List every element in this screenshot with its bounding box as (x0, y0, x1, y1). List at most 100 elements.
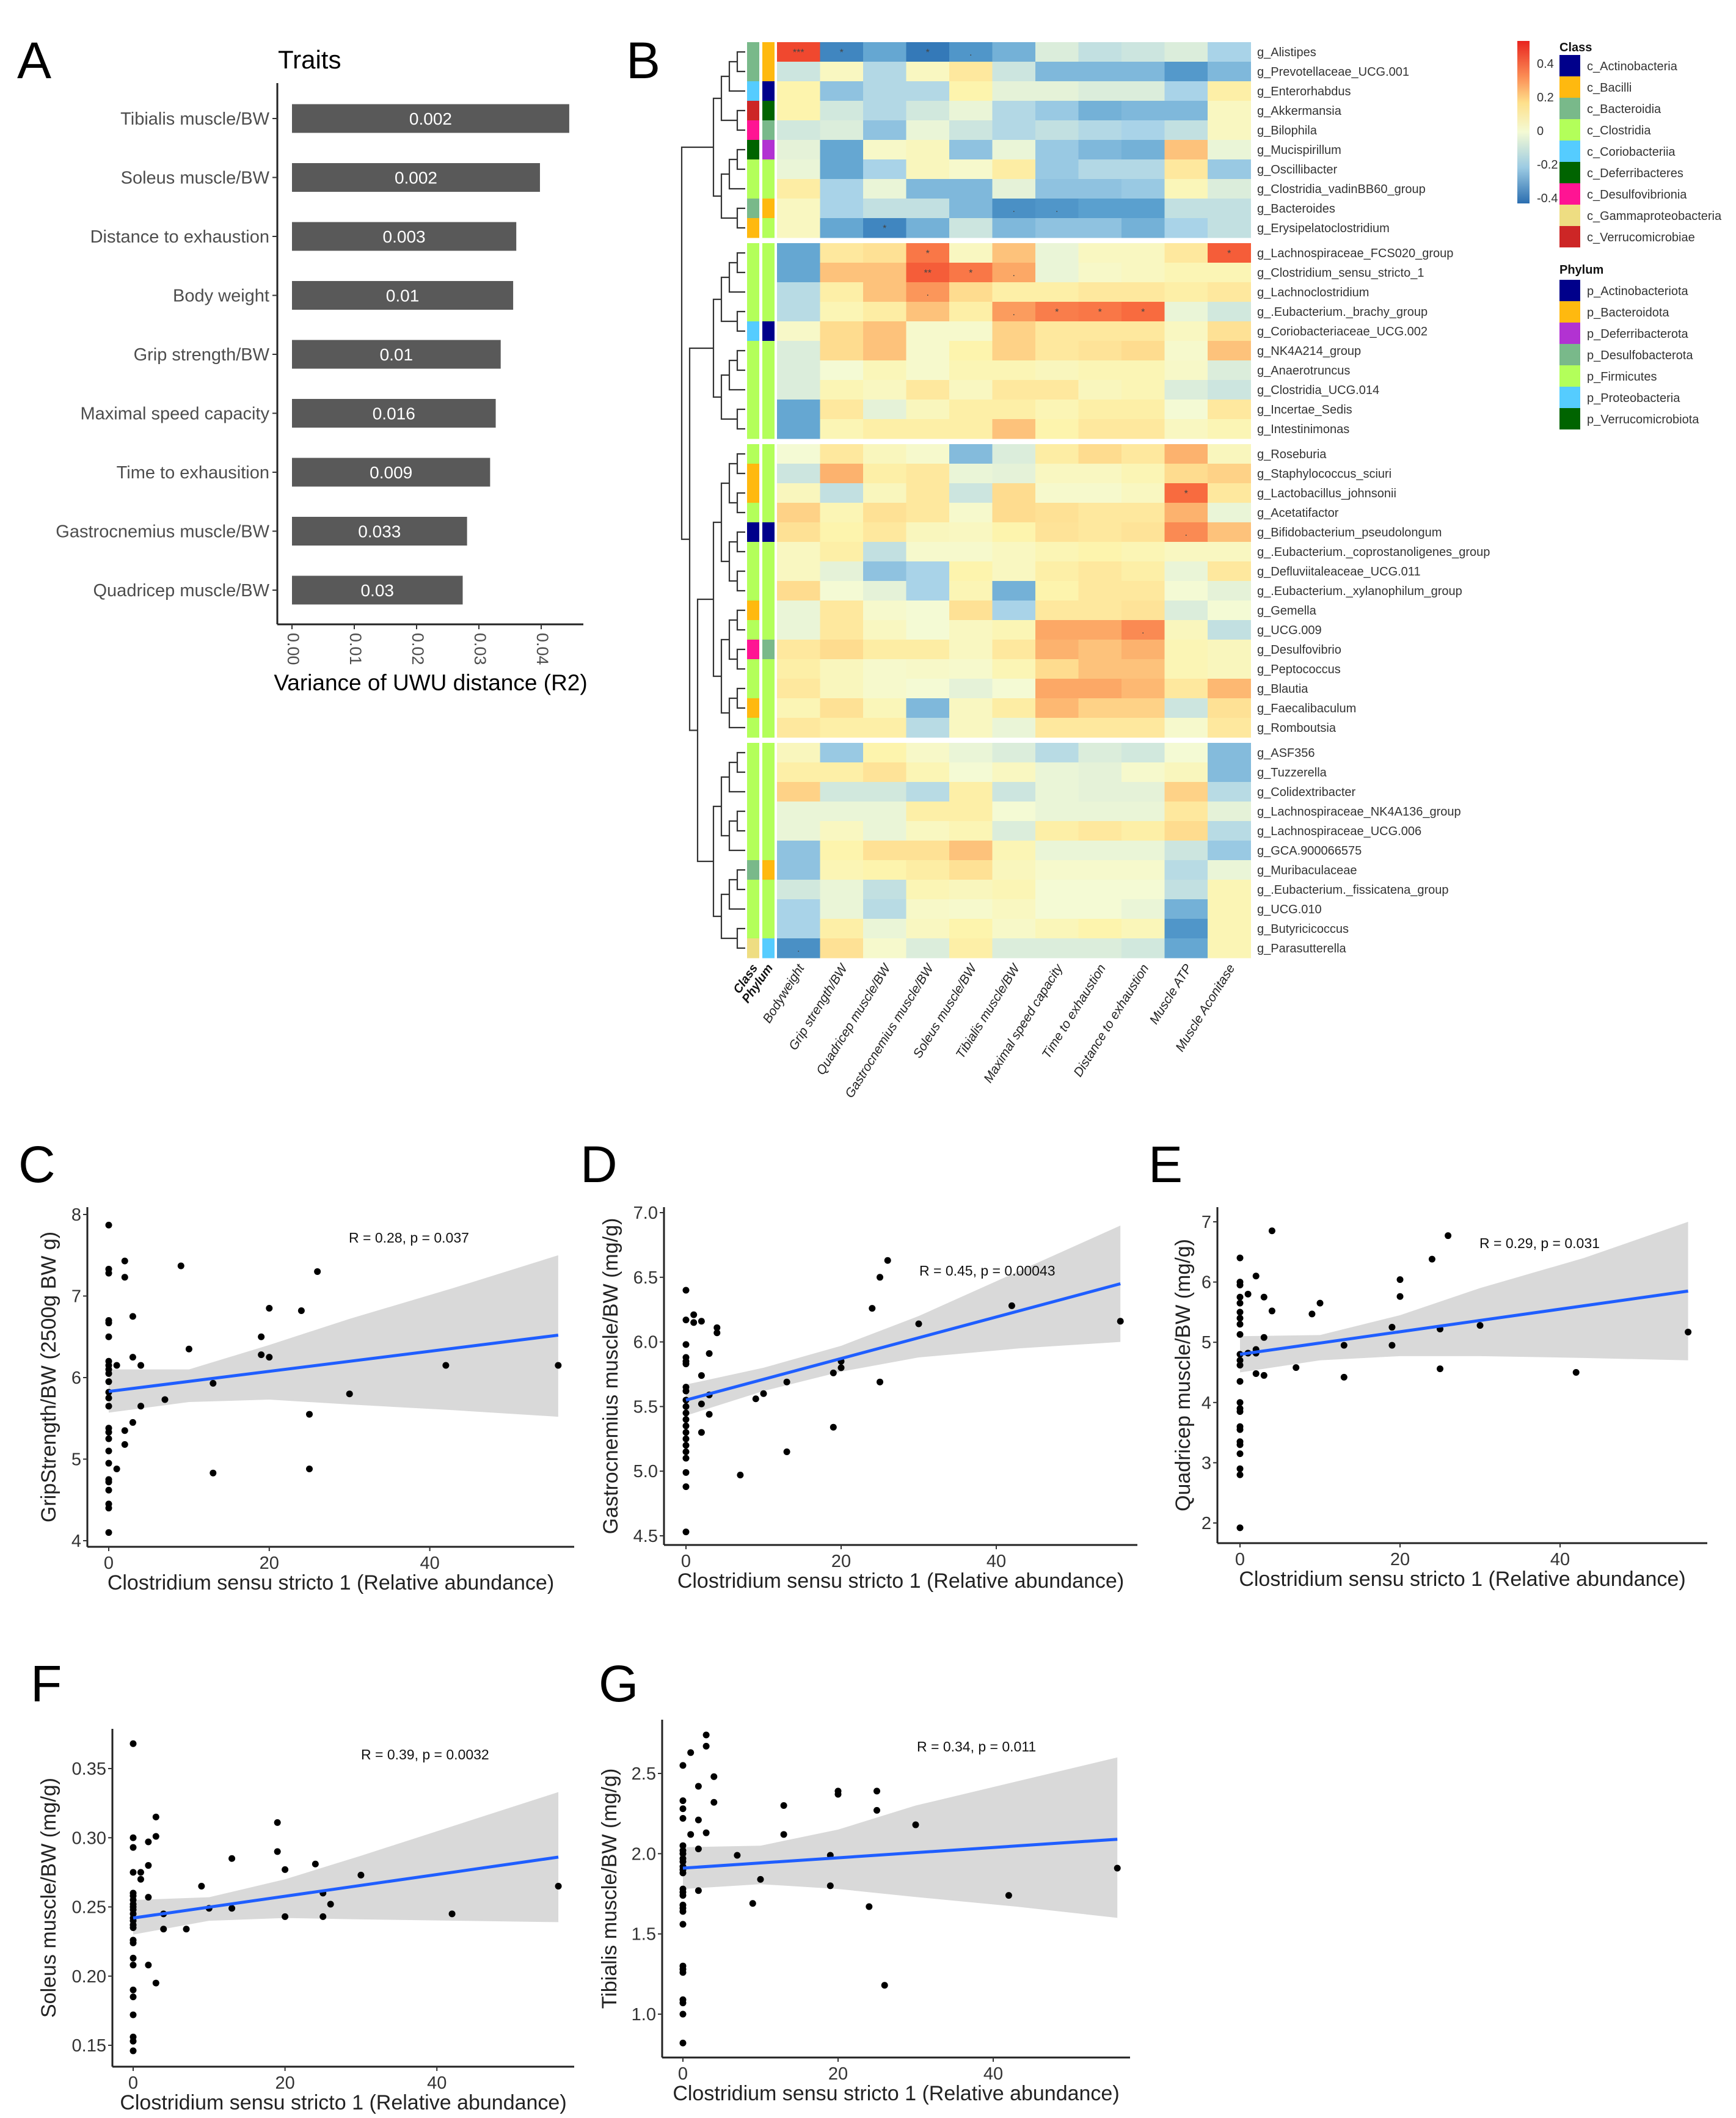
heatmap-cell (949, 419, 993, 439)
heatmap-cell (1164, 601, 1208, 621)
heatmap-cell (1164, 419, 1208, 439)
data-point (682, 1403, 690, 1410)
heatmap-cell (906, 81, 950, 101)
y-tick-label: 2.5 (632, 1764, 656, 1784)
phylum-annotation-cell (762, 620, 775, 640)
heatmap-cell (949, 601, 993, 621)
phylum-annotation-cell (762, 282, 775, 302)
heatmap-cell (1164, 101, 1208, 121)
heatmap-cell (1164, 718, 1208, 738)
heatmap-cell (992, 743, 1036, 763)
y-tick-label: 5.5 (633, 1397, 658, 1417)
data-point (555, 1883, 562, 1890)
heatmap-cell (863, 698, 906, 718)
phylum-annotation-cell (762, 938, 775, 959)
heatmap-cell (1208, 601, 1251, 621)
data-point (1236, 1408, 1244, 1415)
column-label: Muscle ATP (1147, 962, 1195, 1026)
heatmap-cell (777, 199, 820, 219)
column-label: Maximal speed capacity (981, 961, 1066, 1086)
y-tick-label: 1.0 (632, 2005, 656, 2025)
data-point (1260, 1293, 1267, 1301)
row-label: g_Enterorhabdus (1257, 85, 1351, 98)
class-legend-swatch (1559, 141, 1580, 162)
heatmap-cell (863, 743, 906, 763)
heatmap-cell (1121, 581, 1165, 601)
heatmap-cell (1121, 522, 1165, 542)
data-point (306, 1466, 313, 1473)
heatmap-cell (1078, 561, 1122, 582)
heatmap-cell (863, 880, 906, 900)
confidence-band (133, 1792, 559, 1935)
heatmap-cell (1078, 321, 1122, 341)
class-annotation-cell (747, 62, 759, 82)
phylum-annotation-cell (762, 159, 775, 180)
heatmap-cell (1121, 400, 1165, 420)
heatmap-cell (820, 243, 864, 263)
heatmap-cell (777, 821, 820, 841)
heatmap-cell (906, 640, 950, 660)
heatmap-cell (1121, 821, 1165, 841)
heatmap-cell (1208, 762, 1251, 783)
heatmap-cell (906, 419, 950, 439)
heatmap-cell (949, 743, 993, 763)
heatmap-cell (863, 81, 906, 101)
bar (292, 458, 491, 487)
significance-marker: * (1227, 249, 1231, 259)
heatmap-cell (820, 718, 864, 738)
heatmap-cell (1035, 640, 1079, 660)
data-point (679, 1858, 687, 1865)
data-point (129, 1924, 137, 1931)
bar-value-label: 0.003 (383, 227, 426, 246)
data-point (137, 1362, 145, 1369)
heatmap-cell (1121, 841, 1165, 861)
heatmap-cell (992, 263, 1036, 283)
heatmap-cell (992, 899, 1036, 919)
heatmap-cell (1121, 464, 1165, 484)
heatmap-cell (1208, 419, 1251, 439)
scatter-panel-g: 1.0 1.5 2.0 2.5 0 20 40 R = 0.34, p = 0.011 Clos… (598, 1720, 1130, 2105)
heatmap-cell (949, 698, 993, 718)
heatmap-cell (820, 120, 864, 141)
heatmap-cell (820, 860, 864, 880)
heatmap-cell (863, 380, 906, 400)
data-point (442, 1362, 450, 1369)
heatmap-cell (1208, 360, 1251, 381)
heatmap-cell (820, 899, 864, 919)
heatmap-cell (992, 782, 1036, 802)
bar-value-label: 0.03 (360, 581, 394, 600)
heatmap-cell (1164, 120, 1208, 141)
data-point (881, 1982, 888, 1989)
significance-marker: ** (924, 268, 932, 279)
data-point (129, 2011, 137, 2018)
data-point (105, 1320, 112, 1327)
heatmap-cell (820, 341, 864, 361)
phylum-legend-label: p_Proteobacteria (1587, 392, 1680, 405)
heatmap-cell (863, 561, 906, 582)
dendrogram-branch (736, 492, 745, 514)
heatmap-cell (863, 620, 906, 640)
phylum-legend-label: p_Deferribacterota (1587, 327, 1689, 341)
column-label: Gastrocnemius muscle/BW (842, 961, 937, 1101)
heatmap-cell (777, 464, 820, 484)
data-point (210, 1469, 217, 1477)
heatmap-cell (906, 140, 950, 160)
heatmap-cell (1121, 62, 1165, 82)
category-label: Body weight (173, 287, 269, 306)
heatmap-cell (1035, 380, 1079, 400)
row-label: g_GCA.900066575 (1257, 844, 1362, 858)
heatmap-cell (1121, 938, 1165, 959)
class-legend-swatch (1559, 119, 1580, 141)
data-point (698, 1372, 705, 1379)
data-point (105, 1333, 112, 1340)
data-point (682, 1360, 690, 1368)
heatmap-cell (906, 919, 950, 939)
row-label: g_Muribaculaceae (1257, 864, 1357, 877)
significance-marker: * (840, 48, 844, 58)
heatmap-cell (1035, 522, 1079, 542)
class-annotation-cell (747, 698, 759, 718)
heatmap-cell (1121, 782, 1165, 802)
data-point (1236, 1293, 1244, 1301)
data-point (679, 2010, 687, 2018)
heatmap-cell (1035, 743, 1079, 763)
